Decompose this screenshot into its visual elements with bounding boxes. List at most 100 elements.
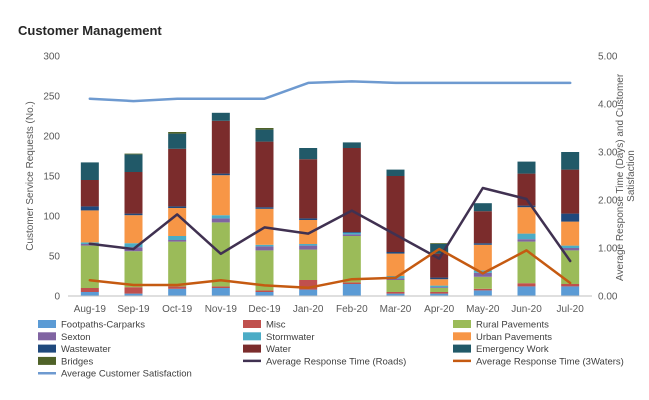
y2-tick-label: 1.00: [598, 244, 618, 255]
x-tick-label: Oct-19: [162, 304, 192, 315]
x-tick-label: May-20: [466, 304, 500, 315]
y-tick-label: 150: [43, 172, 60, 183]
y-axis-label: Customer Service Requests (No.): [25, 101, 36, 251]
legend-swatch: [38, 356, 56, 365]
bar-segment: [124, 243, 143, 248]
bar-segment: [386, 280, 405, 292]
bar-segment: [80, 210, 99, 243]
bar-segment: [299, 280, 318, 290]
bar-segment: [299, 159, 318, 219]
bar-segment: [386, 292, 405, 294]
y-tick-label: 50: [49, 252, 61, 263]
bar-segment: [80, 162, 99, 180]
bar-segment: [430, 288, 449, 292]
bar-segment: [299, 245, 318, 250]
bar-segment: [386, 278, 405, 280]
bar-segment: [299, 218, 318, 220]
bar-segment: [561, 169, 580, 214]
bar-segment: [473, 244, 492, 271]
bar-segment: [561, 245, 580, 248]
bar-segment: [211, 218, 230, 223]
y-axis-ticks: 0 50 100 150 200 250 300: [43, 52, 60, 303]
bar-segment: [168, 206, 187, 208]
bar-segment: [517, 239, 536, 242]
bar-segment: [342, 232, 361, 233]
legend-label: Average Response Time (Roads): [266, 356, 406, 367]
bar-segment: [561, 213, 580, 222]
bar-segment: [430, 287, 449, 288]
bar-segment: [430, 285, 449, 288]
series-line: [88, 247, 572, 290]
bar-segment: [386, 252, 405, 254]
x-tick-label: Aug-19: [74, 304, 107, 315]
y2-tick-label: 5.00: [598, 52, 618, 63]
legend-label: Bridges: [61, 356, 93, 367]
y-tick-label: 0: [54, 292, 60, 303]
bar-segment: [299, 249, 318, 280]
bar-segment: [299, 220, 318, 244]
bar-segment: [517, 207, 536, 234]
bar-segment: [255, 129, 274, 142]
bar-segment: [299, 289, 318, 296]
bar-segment: [386, 253, 405, 276]
bar-segment: [473, 276, 492, 289]
bar-segment: [430, 279, 449, 286]
y-tick-label: 300: [43, 52, 60, 63]
bar-segment: [124, 293, 143, 296]
bar-segment: [342, 236, 361, 283]
legend-swatch: [38, 332, 56, 341]
bar-segment: [473, 243, 492, 245]
x-tick-label: Jun-20: [511, 304, 542, 315]
bar-segment: [473, 288, 492, 291]
bar-segment: [473, 270, 492, 273]
bar-segment: [299, 148, 318, 160]
bar-segment: [255, 250, 274, 291]
x-tick-label: Dec-19: [248, 304, 281, 315]
legend-label: Sexton: [61, 332, 91, 343]
bar-segment: [124, 251, 143, 288]
bar-segment: [342, 282, 361, 284]
bar-segment: [168, 148, 187, 207]
bar-segment: [561, 221, 580, 246]
bar-segment: [211, 288, 230, 296]
y-tick-label: 250: [43, 92, 60, 103]
legend-label: Average Response Time (3Waters): [476, 356, 624, 367]
legend-swatch: [38, 344, 56, 353]
bar-segment: [124, 213, 143, 216]
legend-label: Water: [266, 344, 291, 355]
y2-tick-label: 4.00: [598, 100, 618, 111]
bar-segment: [561, 152, 580, 170]
bar-segment: [168, 236, 187, 240]
bar-segment: [342, 148, 361, 232]
x-tick-label: Mar-20: [380, 304, 412, 315]
bar-segment: [168, 240, 187, 242]
bar-segment: [124, 215, 143, 244]
bars-layer: [80, 112, 580, 296]
bar-segment: [342, 284, 361, 296]
legend-label: Stormwater: [266, 332, 315, 343]
y2-axis-ticks: 0.00 1.00 2.00 3.00 4.00 5.00: [598, 52, 618, 303]
y-tick-label: 100: [43, 212, 60, 223]
bar-segment: [168, 132, 187, 134]
bar-segment: [211, 215, 230, 219]
bar-segment: [430, 292, 449, 294]
bar-segment: [80, 288, 99, 292]
x-tick-label: Jan-20: [293, 304, 324, 315]
bar-segment: [124, 153, 143, 155]
bar-segment: [386, 176, 405, 252]
bar-segment: [255, 246, 274, 251]
legend-swatch: [243, 344, 261, 353]
y2-tick-label: 0.00: [598, 292, 618, 303]
legend-swatch: [243, 320, 261, 328]
bar-segment: [124, 154, 143, 172]
bar-segment: [517, 286, 536, 296]
legend-label: Footpaths-Carparks: [61, 320, 145, 331]
legend: Footpaths-Carparks Misc Rural Pavements Sex…: [38, 320, 624, 380]
bar-segment: [473, 272, 492, 277]
legend-label: Misc: [266, 320, 286, 331]
bar-segment: [255, 290, 274, 292]
bar-segment: [255, 292, 274, 296]
bar-segment: [80, 292, 99, 296]
x-tick-label: Jul-20: [557, 304, 585, 315]
bar-segment: [342, 142, 361, 148]
